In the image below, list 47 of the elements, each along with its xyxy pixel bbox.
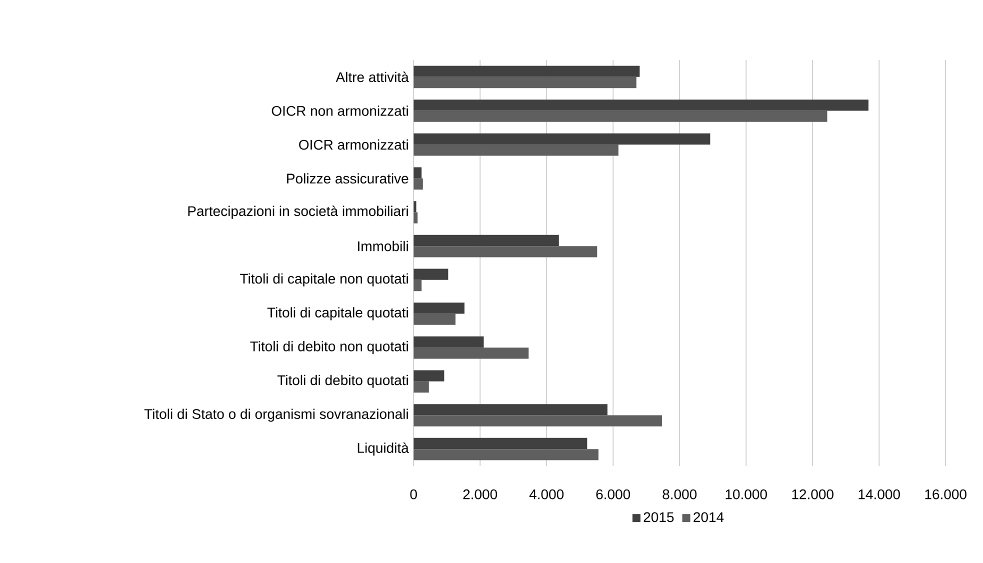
legend-label: 2014 [694, 512, 724, 522]
x-tick-label: 10.000 [726, 489, 767, 500]
bar [414, 381, 429, 393]
x-tick-label: 2.000 [463, 489, 498, 500]
bar [414, 110, 828, 122]
bar [414, 302, 464, 314]
bar [414, 100, 868, 111]
bar [414, 314, 456, 325]
bar [414, 268, 448, 280]
y-tick-label: OICR armonizzati [299, 139, 408, 150]
bar [414, 66, 640, 77]
bar [414, 76, 636, 88]
x-tick-label: 0 [410, 489, 417, 500]
bar [414, 449, 598, 460]
bar [414, 415, 662, 426]
y-tick-label: Titoli di debito quotati [277, 374, 408, 388]
x-tick-label: 14.000 [858, 489, 900, 500]
bar [414, 201, 416, 212]
y-tick-label: Titoli di debito non quotati [250, 341, 408, 354]
y-tick-label: Altre attività [336, 72, 409, 82]
bar [414, 133, 710, 145]
bar [414, 167, 422, 178]
x-tick-label: 8.000 [662, 489, 697, 500]
bar [414, 404, 608, 416]
bar [414, 144, 618, 156]
x-tick-label: 4.000 [529, 489, 564, 500]
y-tick-label: Partecipazioni in società immobiliari [188, 206, 408, 219]
bar [414, 212, 418, 224]
bar [414, 370, 444, 382]
legend-label: 2015 [644, 512, 674, 522]
x-tick-label: 6.000 [596, 489, 630, 500]
x-tick-label: 12.000 [792, 489, 834, 500]
bar [414, 246, 598, 258]
bar [414, 348, 529, 359]
y-tick-label: OICR non armonizzati [272, 106, 408, 116]
x-tick-label: 16.000 [925, 489, 966, 500]
bar [414, 438, 588, 450]
y-tick-label: Titoli di capitale non quotati [240, 273, 408, 286]
bar [414, 178, 423, 190]
y-tick-label: Titoli di Stato o di organismi sovranazionali [144, 408, 408, 422]
y-tick-label: Titoli di capitale quotati [267, 307, 408, 320]
bar [414, 234, 559, 246]
bar [414, 336, 484, 348]
y-tick-label: Liquidità [358, 442, 409, 456]
y-tick-label: Polizze assicurative [287, 173, 408, 184]
y-tick-label: Immobili [358, 240, 408, 252]
bar [414, 280, 422, 292]
